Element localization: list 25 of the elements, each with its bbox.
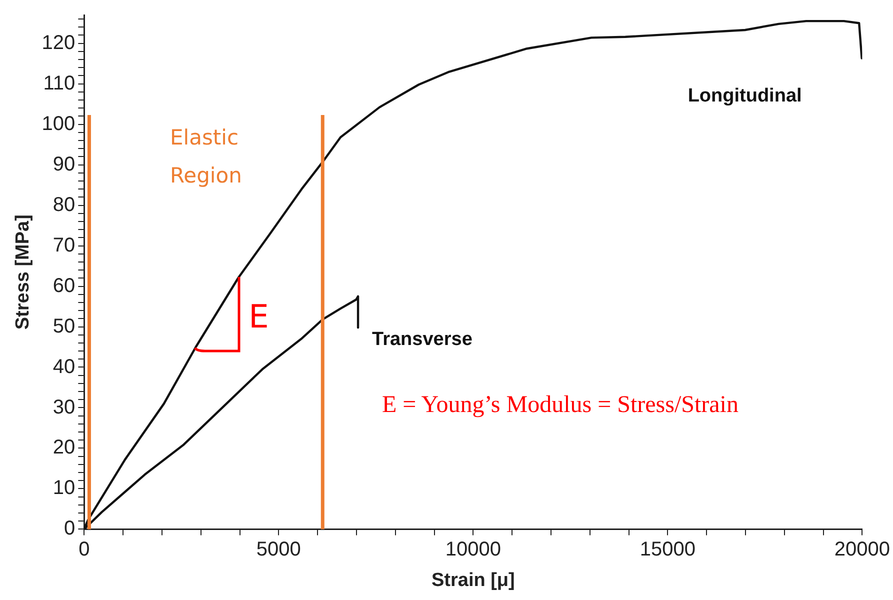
y-tick-label: 100 bbox=[42, 112, 76, 135]
y-tick-label: 40 bbox=[52, 356, 76, 378]
series-label: Transverse bbox=[372, 328, 472, 350]
y-tick-label: 120 bbox=[42, 32, 76, 54]
annotation: E bbox=[248, 298, 269, 336]
y-tick-label: 70 bbox=[52, 234, 76, 256]
text: Longitudinal bbox=[688, 86, 802, 107]
x-tick-label: 5000 bbox=[256, 538, 301, 561]
x-tick-label: 10000 bbox=[445, 538, 501, 561]
y-tick-label: 80 bbox=[52, 194, 76, 216]
y-axis-title: Stress [MPa] bbox=[12, 214, 34, 330]
y-tick-label: 0 bbox=[64, 518, 76, 540]
annotation: Elastic Region bbox=[170, 125, 242, 188]
annotation: E = Young’s Modulus = Stress/Strain bbox=[382, 392, 738, 419]
x-tick-label: 0 bbox=[78, 538, 90, 561]
x-axis-title: Strain [μ] bbox=[431, 570, 515, 591]
y-tick-label: 50 bbox=[52, 315, 76, 338]
x-tick-label: 15000 bbox=[640, 538, 696, 561]
y-tick-label: 10 bbox=[52, 477, 76, 500]
y-tick-label: 30 bbox=[52, 396, 76, 418]
y-tick-label: 20 bbox=[52, 436, 76, 459]
y-tick-label: 60 bbox=[52, 274, 76, 297]
y-tick-label: 110 bbox=[43, 72, 76, 94]
x-tick-label: 20000 bbox=[834, 538, 890, 561]
y-tick-label: 90 bbox=[52, 153, 76, 176]
